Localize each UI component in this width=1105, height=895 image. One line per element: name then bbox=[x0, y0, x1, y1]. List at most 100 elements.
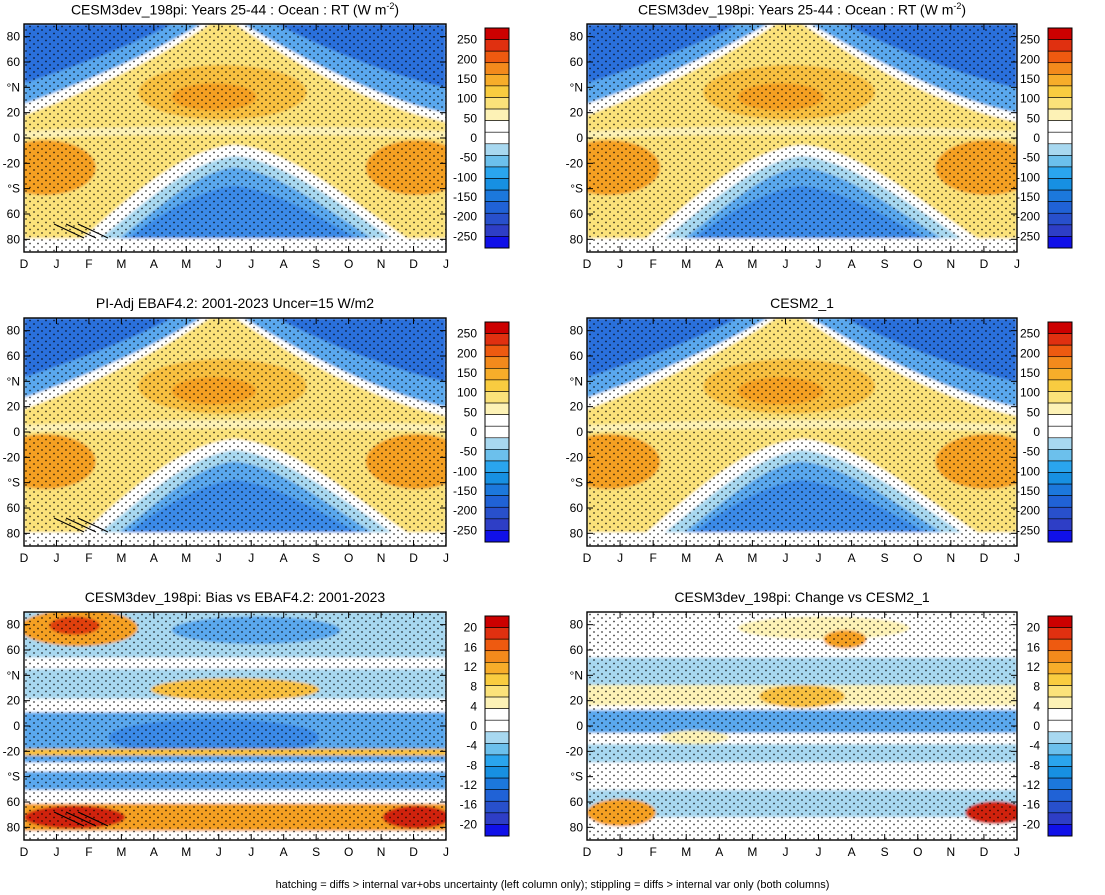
colorbar-swatch bbox=[1047, 356, 1073, 369]
hatch-line bbox=[53, 223, 85, 239]
colorbar: 20 16 12 8 4 0 -4 -8 -12 -16 -20 bbox=[1023, 615, 1073, 837]
panel-title: CESM3dev_198pi: Years 25-44 : Ocean : RT… bbox=[587, 1, 1017, 18]
colorbar-label: 0 bbox=[1033, 425, 1040, 439]
y-tick-label: °N bbox=[7, 668, 20, 682]
colorbar: 250 200 150 100 50 0 -50 -100 -150 -200 -250 bbox=[1016, 27, 1073, 249]
colorbar-label: -50 bbox=[460, 151, 478, 165]
colorbar-swatch bbox=[484, 449, 510, 462]
colorbar-label: -50 bbox=[460, 445, 478, 459]
x-tick-label: J bbox=[53, 845, 59, 859]
y-tick-label: 60 bbox=[570, 501, 584, 515]
colorbar-swatch bbox=[484, 719, 510, 733]
colorbar-label: 200 bbox=[1020, 52, 1040, 66]
x-tick-label: M bbox=[747, 551, 757, 565]
colorbar-swatch bbox=[484, 754, 510, 767]
x-tick-label: O bbox=[344, 257, 353, 271]
colorbar-swatch bbox=[484, 74, 510, 87]
y-tick-label: 60 bbox=[570, 55, 584, 69]
colorbar-swatch bbox=[1047, 201, 1073, 214]
panel-title-text: CESM3dev_198pi: Bias vs EBAF4.2: 2001-20… bbox=[84, 589, 386, 605]
stippling bbox=[587, 24, 1017, 252]
colorbar-swatch bbox=[484, 627, 510, 640]
x-tick-label: N bbox=[947, 551, 956, 565]
colorbar-swatch bbox=[484, 460, 510, 473]
colorbar-swatch bbox=[484, 673, 510, 686]
colorbar-swatch bbox=[484, 143, 510, 156]
colorbar-swatch bbox=[1047, 812, 1073, 825]
x-tick-label: N bbox=[377, 257, 386, 271]
colorbar-label: -200 bbox=[453, 210, 477, 224]
x-tick-label: O bbox=[913, 551, 922, 565]
colorbar-swatch bbox=[1047, 212, 1073, 226]
colorbar-swatch bbox=[484, 402, 510, 415]
x-tick-label: A bbox=[848, 551, 856, 565]
x-tick-label: J bbox=[1014, 551, 1020, 565]
y-tick-label: 80 bbox=[570, 526, 584, 540]
y-tick-label: 20 bbox=[7, 400, 21, 414]
colorbar-swatch bbox=[484, 356, 510, 369]
colorbar-label: -20 bbox=[460, 817, 478, 831]
colorbar-swatch bbox=[484, 85, 510, 98]
colorbar-swatch bbox=[1047, 673, 1073, 686]
x-tick-label: D bbox=[980, 257, 989, 271]
y-tick-label: 80 bbox=[7, 820, 21, 834]
colorbar-label: 50 bbox=[464, 405, 478, 419]
y-tick-label: 60 bbox=[7, 501, 21, 515]
y-tick-label: 20 bbox=[570, 106, 584, 120]
colorbar-swatch bbox=[1047, 368, 1073, 381]
y-tick-label: °S bbox=[570, 770, 583, 784]
x-tick-label: A bbox=[715, 257, 723, 271]
colorbar-swatch bbox=[1047, 131, 1073, 145]
x-tick-label: M bbox=[181, 551, 191, 565]
colorbar-swatch bbox=[484, 50, 510, 64]
panel-title: CESM3dev_198pi: Change vs CESM2_1 bbox=[587, 589, 1017, 605]
colorbar-label: 0 bbox=[1033, 131, 1040, 145]
y-tick-label: °S bbox=[7, 476, 20, 490]
colorbar-label: -50 bbox=[1023, 445, 1041, 459]
colorbar-swatch bbox=[484, 824, 510, 837]
colorbar-swatch bbox=[1047, 449, 1073, 462]
x-tick-label: J bbox=[617, 257, 623, 271]
y-tick-label: 80 bbox=[7, 30, 21, 44]
y-tick-label: 20 bbox=[570, 694, 584, 708]
colorbar-swatch bbox=[484, 189, 510, 202]
x-tick-label: M bbox=[681, 845, 691, 859]
y-tick-label: 60 bbox=[7, 643, 21, 657]
colorbar-swatch bbox=[1047, 731, 1073, 744]
y-tick-label: -20 bbox=[566, 156, 584, 170]
colorbar-swatch bbox=[484, 344, 510, 358]
x-tick-label: F bbox=[85, 845, 92, 859]
colorbar-label: 8 bbox=[470, 680, 477, 694]
y-tick-label: 80 bbox=[570, 324, 584, 338]
x-tick-label: N bbox=[377, 551, 386, 565]
colorbar-label: 0 bbox=[470, 425, 477, 439]
colorbar-swatch bbox=[484, 27, 510, 40]
colorbar-swatch bbox=[1047, 472, 1073, 485]
x-tick-label: M bbox=[747, 257, 757, 271]
colorbar-label: 16 bbox=[1027, 640, 1041, 654]
colorbar-label: -250 bbox=[1016, 523, 1040, 537]
y-tick-label: -20 bbox=[3, 156, 21, 170]
colorbar-swatch bbox=[1047, 50, 1073, 64]
colorbar-swatch bbox=[1047, 155, 1073, 168]
colorbar-frame bbox=[1047, 321, 1073, 543]
colorbar-label: -150 bbox=[453, 484, 477, 498]
colorbar-label: -12 bbox=[460, 778, 478, 792]
colorbar-swatch bbox=[484, 766, 510, 779]
panel-5: 80 60 °N 20 0 -20 °S 60 80 D J F M A M J J A S O N D J 20 16 12 8 4… bbox=[3, 611, 510, 859]
x-tick-label: J bbox=[443, 257, 449, 271]
y-tick-label: °S bbox=[7, 770, 20, 784]
panel-title: CESM3dev_198pi: Years 25-44 : Ocean : RT… bbox=[24, 1, 446, 18]
colorbar-label: -100 bbox=[453, 464, 477, 478]
colorbar-frame bbox=[1047, 27, 1073, 249]
colorbar-label: 100 bbox=[1020, 92, 1040, 106]
x-tick-label: J bbox=[782, 551, 788, 565]
x-tick-label: F bbox=[85, 257, 92, 271]
y-tick-label: 0 bbox=[13, 719, 20, 733]
y-tick-label: 60 bbox=[570, 207, 584, 221]
colorbar: 250 200 150 100 50 0 -50 -100 -150 -200 -250 bbox=[1016, 321, 1073, 543]
colorbar-swatch bbox=[1047, 708, 1073, 721]
colorbar-label: 16 bbox=[464, 640, 478, 654]
